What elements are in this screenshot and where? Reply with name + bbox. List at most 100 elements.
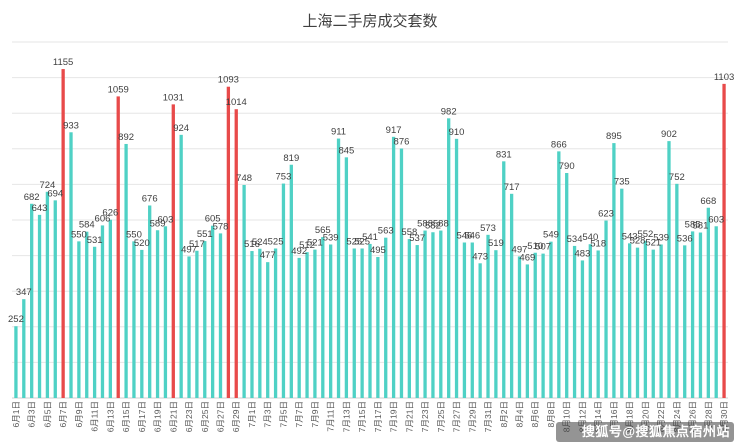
data-label: 518 [590, 238, 606, 249]
bar-6月5日 [45, 191, 50, 398]
bar-6月8日 [69, 132, 73, 398]
bar-6月14日 [116, 96, 120, 399]
data-label: 524 [252, 237, 268, 248]
data-label: 866 [551, 139, 567, 150]
watermark-background [556, 422, 734, 442]
bar-8月20日 [643, 240, 648, 398]
data-label: 510 [527, 241, 543, 252]
data-label: 724 [39, 180, 55, 191]
x-tick-label: 7月23日 [420, 401, 430, 432]
data-label: 492 [291, 246, 307, 257]
x-tick-label: 8月22日 [656, 401, 666, 432]
data-label: 585 [685, 219, 701, 230]
bar-7月31日 [486, 234, 490, 398]
x-tick-label: 7月17日 [373, 401, 383, 432]
x-tick-label: 7月31日 [483, 401, 493, 432]
bar-6月3日 [30, 203, 34, 398]
data-label: 497 [181, 244, 197, 255]
x-tick-label: 8月18日 [625, 401, 635, 432]
bar-8月13日 [588, 244, 592, 398]
bar-6月7日 [61, 69, 65, 398]
bar-6月26日 [210, 225, 215, 398]
data-label: 528 [630, 236, 646, 247]
data-label: 582 [425, 220, 441, 231]
data-label: 525 [268, 236, 284, 247]
bar-8月23日 [667, 141, 671, 399]
bar-7月23日 [423, 230, 427, 398]
data-label: 606 [95, 213, 111, 224]
bar-7月8日 [305, 252, 309, 398]
x-tick-label: 6月23日 [184, 401, 194, 432]
data-labels: 2523476826437246941155933550584531606626… [8, 57, 734, 325]
bar-7月10日 [321, 237, 325, 398]
data-label: 578 [213, 221, 229, 232]
x-tick-label: 7月21日 [404, 401, 414, 432]
data-label: 546 [456, 231, 472, 242]
bar-7月1日 [250, 251, 254, 398]
x-tick-label: 7月13日 [341, 401, 351, 432]
x-tick-label: 8月16日 [609, 401, 619, 432]
data-label: 676 [142, 193, 158, 204]
data-label: 1093 [218, 75, 239, 86]
data-label: 603 [158, 214, 174, 225]
bar-7月25日 [439, 230, 443, 398]
bar-8月30日 [722, 83, 726, 399]
data-label: 483 [575, 248, 591, 259]
data-label: 603 [708, 214, 724, 225]
bar-7月22日 [415, 245, 419, 398]
bar-6月30日 [242, 184, 246, 398]
x-tick-label: 8月2日 [499, 401, 509, 427]
data-label: 845 [338, 145, 354, 156]
x-tick-label: 7月3日 [263, 401, 273, 427]
bar-8月25日 [683, 245, 687, 398]
bar-7月2日 [258, 248, 262, 398]
data-label: 589 [150, 218, 166, 229]
data-label: 876 [394, 137, 410, 148]
bar-7月5日 [281, 183, 286, 398]
bar-7月12日 [336, 138, 341, 399]
x-tick-label: 6月13日 [105, 401, 115, 432]
data-label: 512 [299, 240, 315, 251]
x-tick-label: 6月3日 [27, 401, 37, 427]
data-label: 753 [276, 172, 292, 183]
bar-7月17日 [376, 257, 380, 398]
bar-7月11日 [329, 244, 333, 398]
bar-7月27日 [454, 138, 459, 398]
data-label: 790 [559, 161, 575, 172]
data-label: 748 [236, 173, 252, 184]
bar-8月9日 [557, 151, 561, 398]
x-tick-label: 8月8日 [546, 401, 556, 427]
bar-6月4日 [37, 214, 42, 398]
bar-6月1日 [14, 326, 18, 398]
data-label: 717 [504, 182, 520, 193]
data-label: 551 [197, 229, 213, 240]
bar-8月10日 [565, 173, 569, 398]
bar-8月12日 [580, 260, 585, 398]
bar-6月9日 [77, 241, 81, 398]
bar-8月29日 [714, 226, 718, 398]
data-label: 588 [417, 219, 433, 230]
bar-7月4日 [273, 248, 278, 398]
x-tick-label: 7月1日 [247, 401, 257, 427]
bar-7月29日 [470, 242, 474, 398]
data-label: 588 [433, 219, 449, 230]
x-tick-label: 6月29日 [231, 401, 241, 432]
data-label: 924 [173, 123, 189, 134]
data-label: 558 [401, 227, 417, 238]
data-label: 543 [622, 231, 638, 242]
bar-6月12日 [100, 225, 105, 398]
data-label: 563 [378, 226, 394, 237]
data-label: 933 [63, 120, 79, 131]
x-tick-label: 8月12日 [577, 401, 587, 432]
bars [14, 69, 726, 399]
data-label: 623 [598, 209, 614, 220]
x-tick-label: 7月5日 [278, 401, 288, 427]
bar-7月21日 [407, 239, 411, 398]
data-label: 910 [449, 127, 465, 138]
data-label: 902 [661, 129, 677, 140]
bar-6月10日 [85, 231, 89, 398]
data-label: 521 [645, 238, 661, 249]
x-tick-label: 8月26日 [688, 401, 698, 432]
bar-8月3日 [509, 193, 514, 398]
